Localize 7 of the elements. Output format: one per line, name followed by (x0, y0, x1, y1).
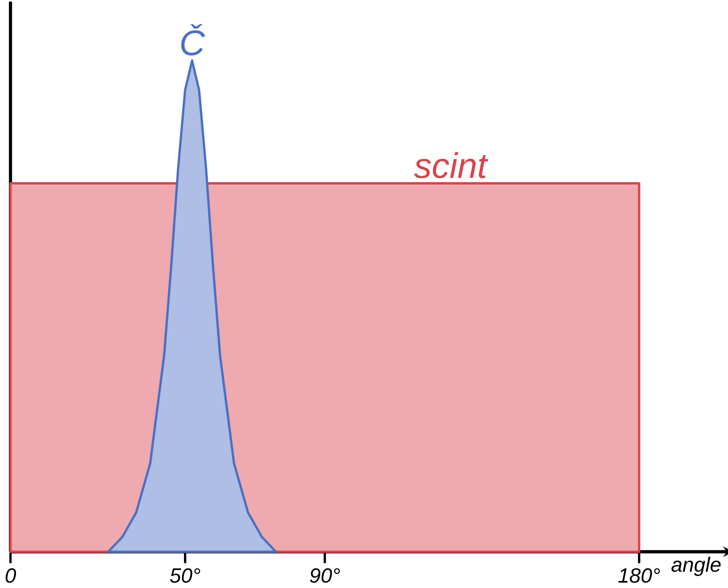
series-label: Č (181, 24, 206, 56)
x-tick-label: 50° (170, 568, 200, 584)
x-tick-label: 0 (6, 568, 16, 584)
series-label: scint (414, 152, 488, 178)
x-tick-label: 180° (618, 568, 660, 584)
x-axis-title: angle (672, 557, 721, 576)
x-tick-label: 90° (310, 568, 340, 584)
